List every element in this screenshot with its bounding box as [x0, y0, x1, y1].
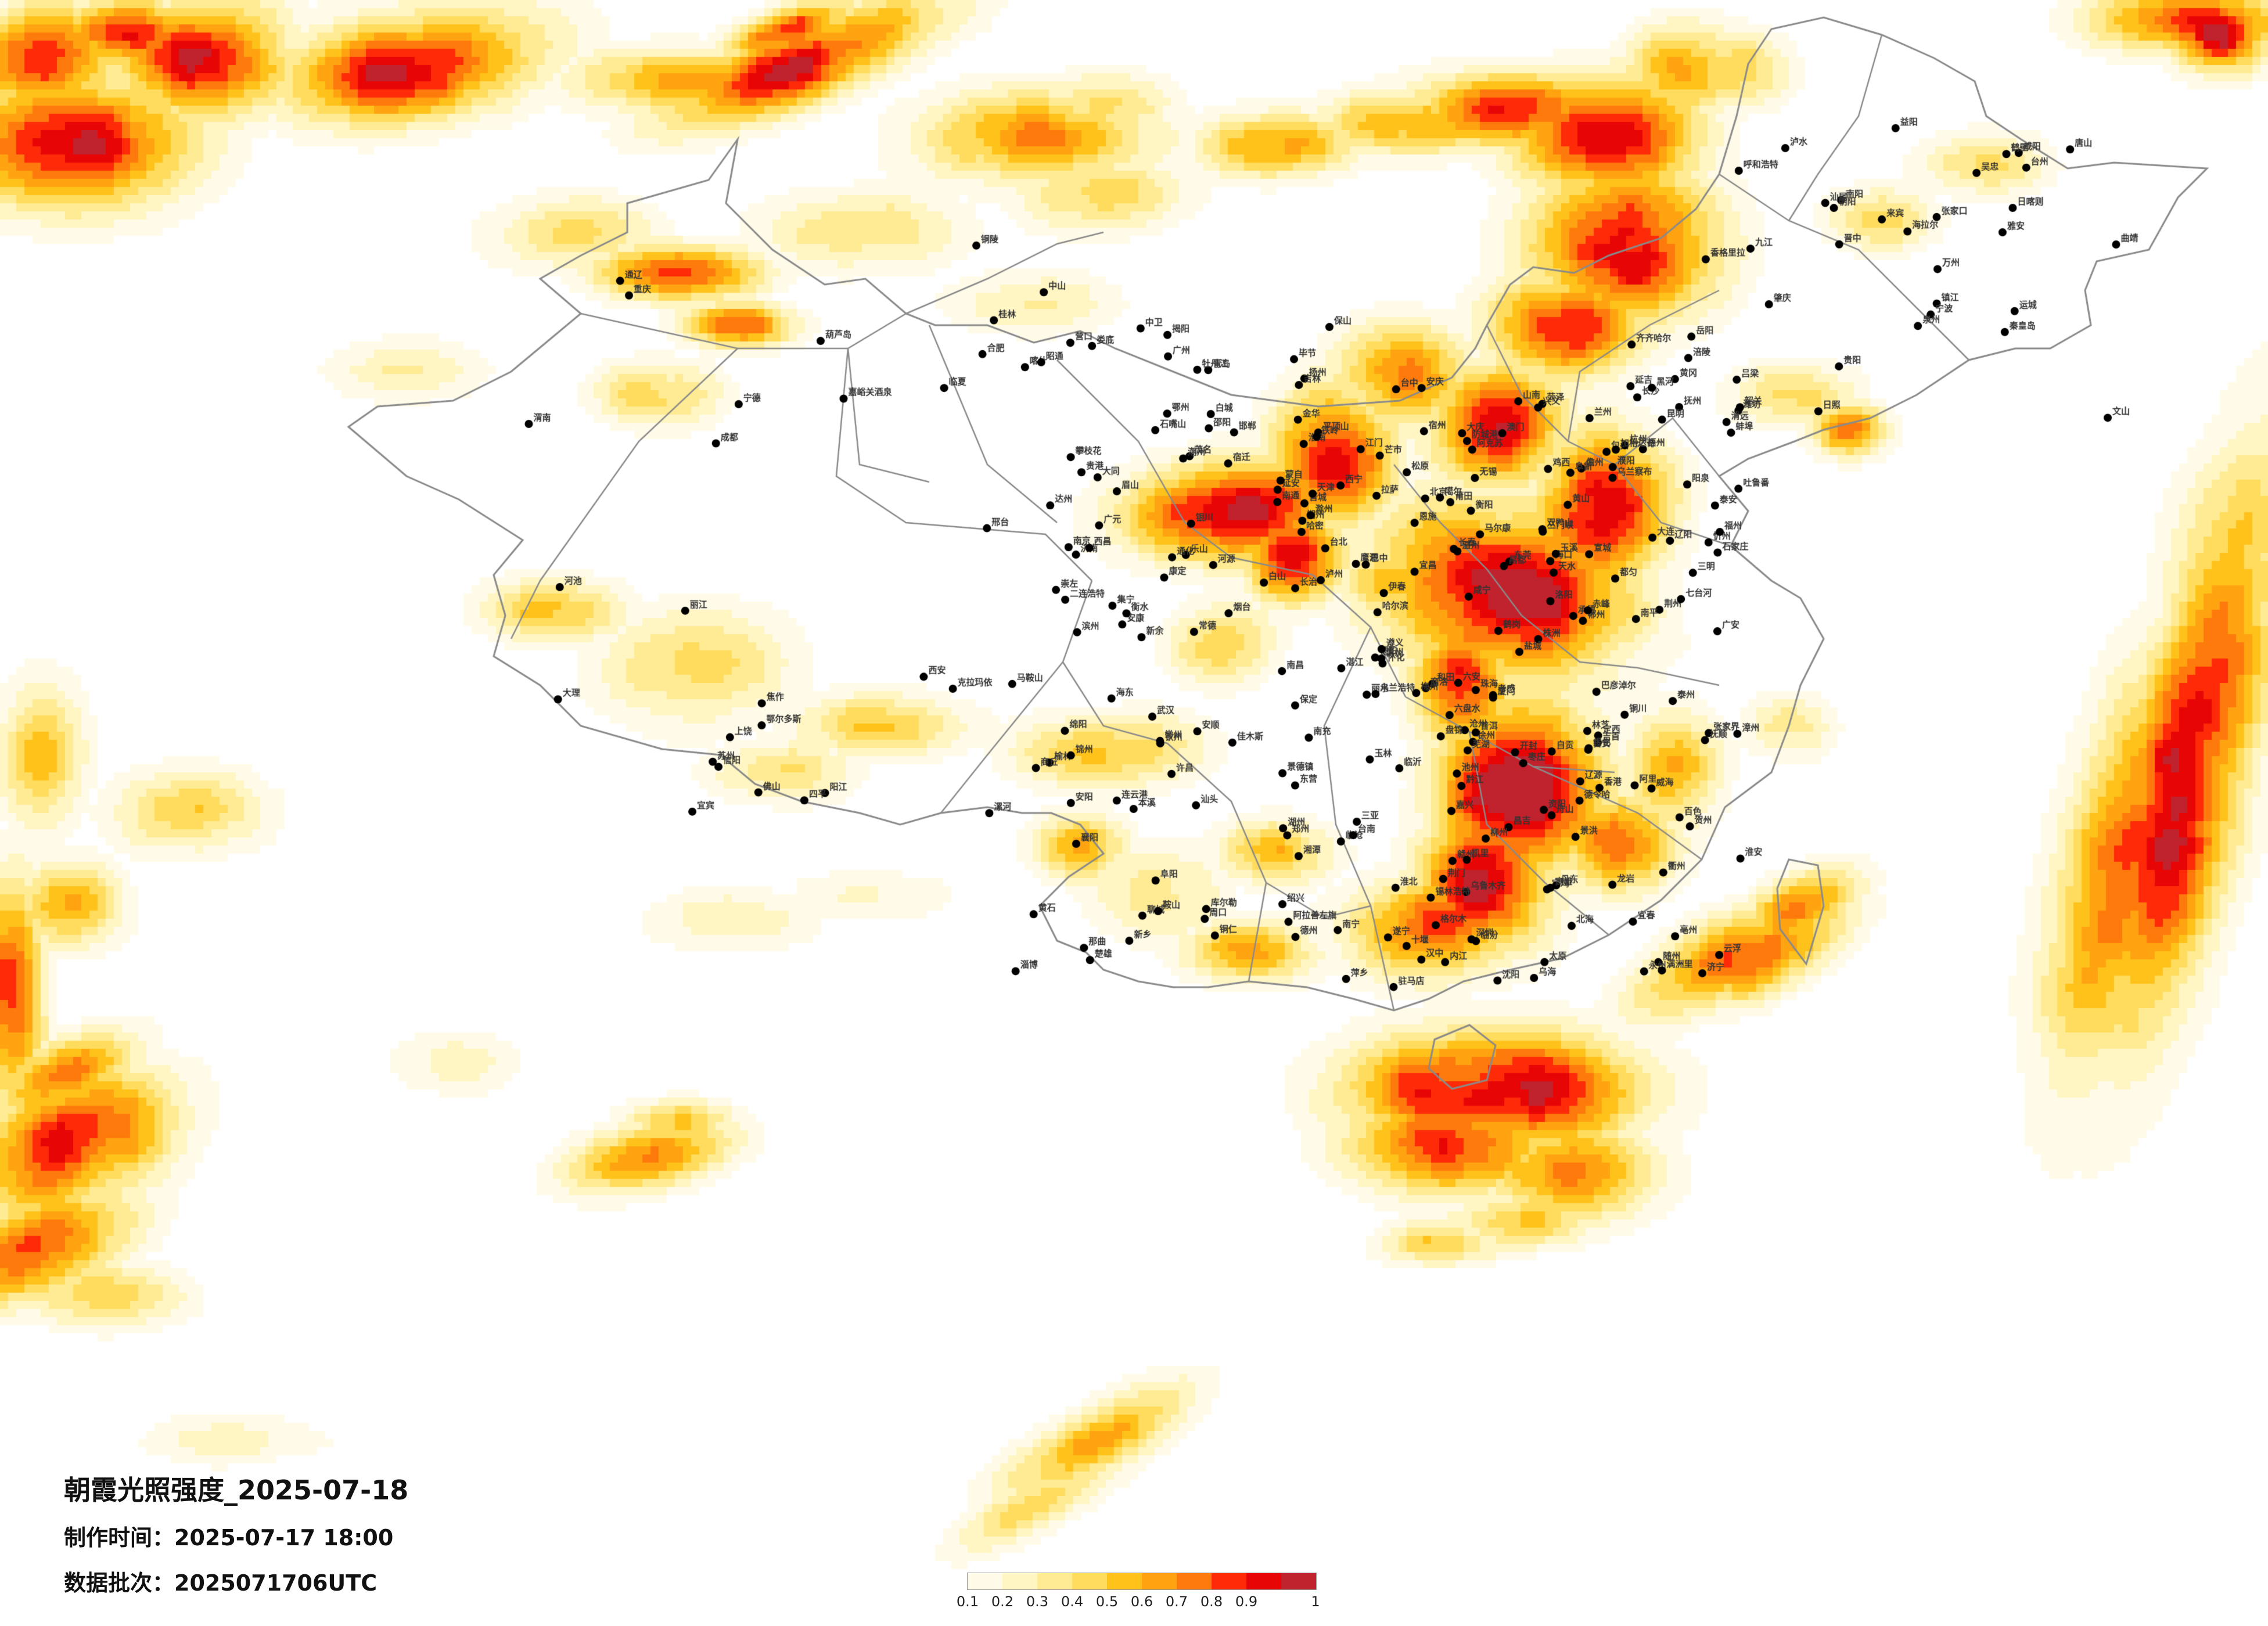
legend-tick-labels: 0.1 0.2 0.3 0.4 0.5 0.6 0.7 0.8 0.9 1	[957, 1590, 1320, 1611]
legend-swatch	[1072, 1573, 1107, 1589]
legend-tick: 0.9	[1235, 1593, 1258, 1610]
legend-swatch	[1177, 1573, 1212, 1589]
legend-swatch	[1037, 1573, 1072, 1589]
legend-swatch	[1246, 1573, 1281, 1589]
legend-swatch	[1002, 1573, 1037, 1589]
production-time-label: 制作时间：	[64, 1525, 175, 1551]
data-batch-value: 2025071706UTC	[174, 1570, 378, 1596]
legend-tick: 0.8	[1200, 1593, 1223, 1610]
data-batch: 数据批次：2025071706UTC	[64, 1565, 377, 1597]
legend-tick: 0.3	[1026, 1593, 1049, 1610]
legend-color-bar	[967, 1573, 1317, 1590]
legend-tick: 0.2	[991, 1593, 1014, 1610]
legend-swatch	[1142, 1573, 1177, 1589]
legend-swatch	[1212, 1573, 1246, 1589]
legend-tick: 0.5	[1095, 1593, 1119, 1610]
legend-tick: 0.4	[1061, 1593, 1084, 1610]
production-time-value: 2025-07-17 18:00	[174, 1525, 394, 1551]
legend-tick: 1	[1311, 1593, 1320, 1610]
map-title: 朝霞光照强度_2025-07-18	[64, 1474, 409, 1506]
legend-tick: 0.6	[1130, 1593, 1153, 1610]
legend-swatch	[1281, 1573, 1316, 1589]
color-legend: 0.1 0.2 0.3 0.4 0.5 0.6 0.7 0.8 0.9 1	[957, 1573, 1320, 1611]
legend-swatch	[1107, 1573, 1142, 1589]
legend-tick: 0.1	[956, 1593, 979, 1610]
data-batch-label: 数据批次：	[64, 1570, 175, 1596]
legend-swatch	[968, 1573, 1002, 1589]
legend-tick: 0.7	[1165, 1593, 1188, 1610]
production-time: 制作时间：2025-07-17 18:00	[64, 1520, 393, 1552]
